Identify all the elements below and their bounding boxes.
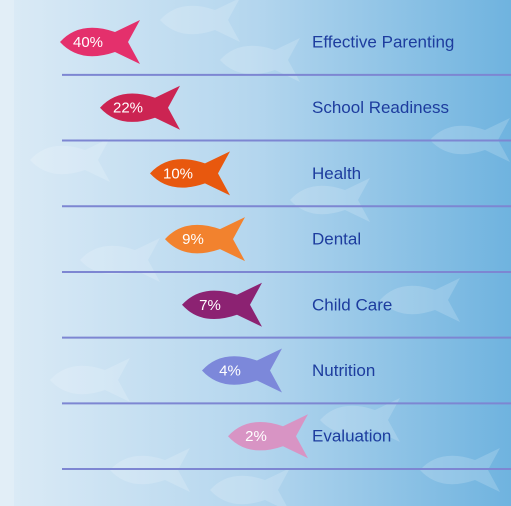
value-label: 2% (245, 428, 267, 445)
fish (202, 348, 282, 393)
value-label: 22% (113, 100, 143, 117)
fish (182, 282, 262, 327)
fish (60, 20, 140, 64)
category-label: Child Care (312, 295, 392, 314)
value-label: 9% (182, 231, 204, 248)
category-label: Health (312, 164, 361, 183)
category-label: Nutrition (312, 361, 375, 380)
category-label: Dental (312, 230, 361, 249)
category-label: Effective Parenting (312, 32, 454, 51)
fish (100, 85, 180, 130)
left-stripe (0, 0, 14, 506)
category-label: Evaluation (312, 427, 391, 446)
fish (228, 414, 308, 459)
value-label: 7% (199, 297, 221, 314)
value-label: 4% (219, 362, 241, 379)
category-label: School Readiness (312, 98, 449, 117)
value-label: 10% (163, 165, 193, 182)
fish (150, 151, 230, 196)
fish (165, 217, 245, 262)
value-label: 40% (73, 34, 103, 51)
